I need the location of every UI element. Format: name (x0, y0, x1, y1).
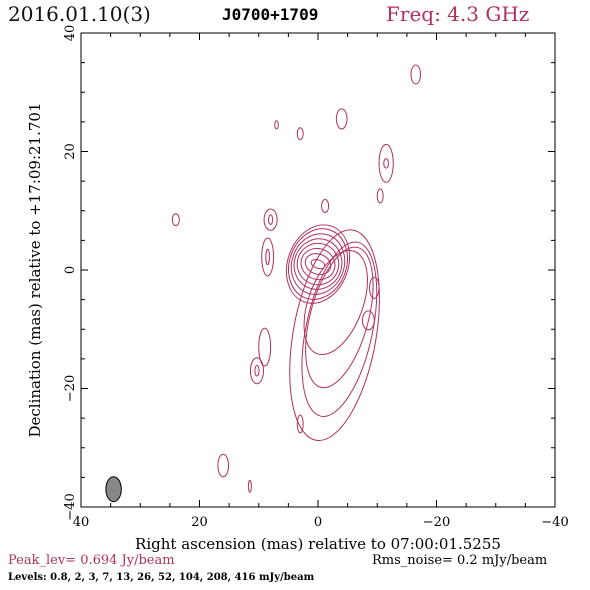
component-contour (249, 357, 264, 385)
core-contour (290, 233, 346, 295)
component-contour (296, 127, 304, 141)
x-tick-label: 20 (191, 515, 208, 530)
core-contour (304, 253, 332, 276)
component-contour (383, 158, 390, 169)
component-contour (263, 208, 278, 231)
core-contour (285, 224, 351, 304)
jet-contour (301, 241, 378, 417)
jet-contour (289, 229, 380, 441)
component-contour (335, 108, 348, 130)
component-contour (378, 143, 394, 183)
core-contour (293, 238, 343, 290)
peak-level: Peak_lev= 0.694 Jy/beam (8, 553, 175, 568)
source-name: J0700+1709 (222, 5, 319, 24)
component-contour (376, 188, 384, 204)
contour-levels: Levels: 0.8, 2, 3, 7, 13, 26, 52, 104, 2… (8, 572, 315, 583)
rms-noise: Rms_noise= 0.2 mJy/beam (372, 553, 548, 568)
jet-contour (303, 250, 368, 356)
component-contour (410, 64, 422, 85)
frequency-label: Freq: 4.3 GHz (386, 2, 530, 26)
core-contour (288, 228, 348, 300)
contour-layer (105, 64, 422, 503)
beam-ellipse (105, 476, 122, 503)
component-contour (247, 479, 252, 493)
x-tick-label: 0 (314, 515, 322, 530)
epoch-label: 2016.01.10(3) (8, 2, 151, 26)
y-tick-label: 0 (63, 266, 78, 274)
component-contour (261, 237, 275, 277)
y-tick-label: 20 (63, 143, 78, 160)
core-contour (300, 247, 336, 281)
component-contour (254, 364, 260, 377)
component-contour (265, 248, 270, 266)
component-contour (361, 310, 375, 331)
component-contour (171, 213, 180, 227)
axis-ticks: 40 20 0 −20 −40 −40 −20 0 20 40 (63, 25, 569, 530)
y-axis-label: Declination (mas) relative to +17:09:21.… (26, 102, 44, 437)
component-contour (258, 327, 272, 367)
x-tick-label: 40 (73, 515, 90, 530)
y-tick-label: 40 (63, 25, 78, 42)
jet-contour (305, 246, 374, 389)
y-tick-label: −40 (63, 493, 78, 520)
core-contour (310, 258, 326, 270)
x-tick-label: −40 (541, 515, 568, 530)
component-contour (296, 414, 304, 434)
component-contour (217, 453, 230, 478)
component-contour (321, 198, 330, 214)
component-contour (274, 120, 279, 130)
component-contour (268, 214, 274, 225)
x-tick-label: −20 (423, 515, 450, 530)
component-contour (369, 276, 380, 299)
y-tick-label: −20 (63, 375, 78, 402)
x-axis-label: Right ascension (mas) relative to 07:00:… (135, 535, 501, 553)
core-contour (296, 242, 340, 286)
plot-frame (80, 32, 556, 508)
